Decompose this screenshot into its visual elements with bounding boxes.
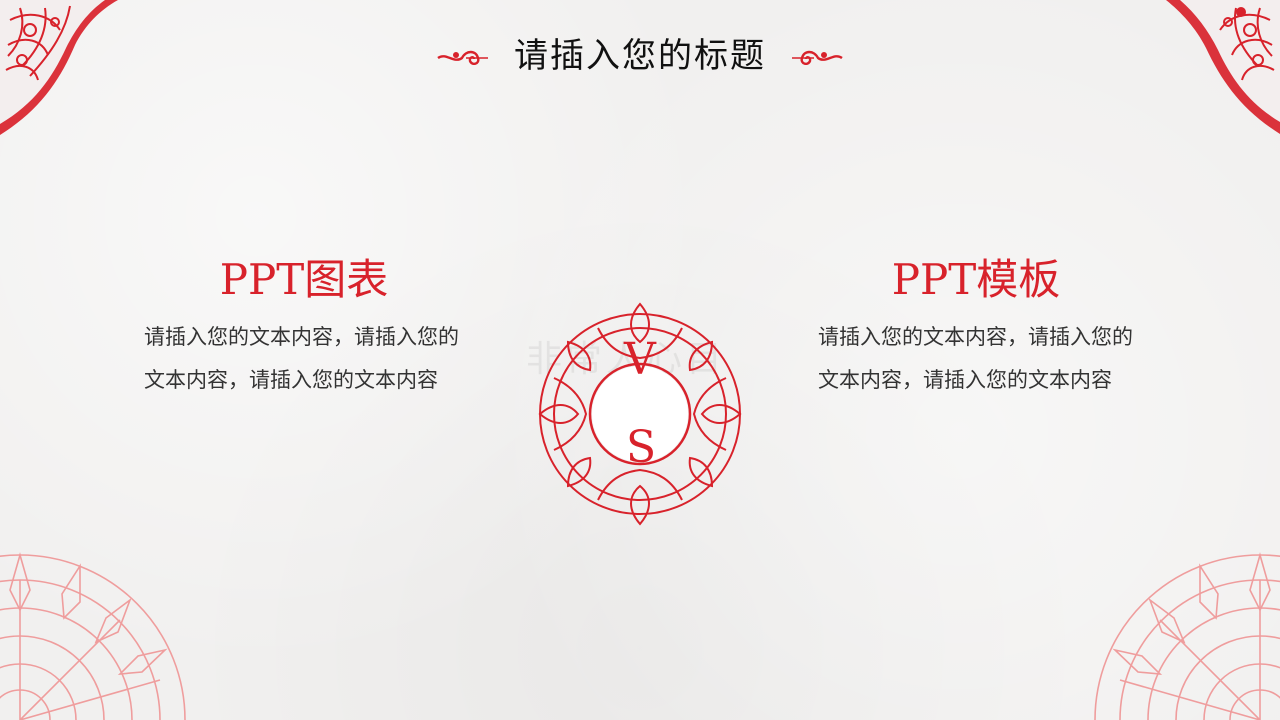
left-heading: PPT图表 (219, 255, 389, 304)
vs-letter-s: S (626, 422, 657, 473)
right-heading: PPT模板 (891, 255, 1061, 304)
mandala-ornament (538, 302, 742, 526)
left-body-text: 请插入您的文本内容，请插入您的文本内容，请插入您的文本内容 (144, 325, 459, 392)
title-block: 请插入您的标题 (436, 26, 844, 76)
cloud-scroll-ornament (792, 50, 843, 66)
paper-cut-corner-ornament (1166, 0, 1280, 134)
slide-title: 请插入您的标题 (514, 36, 766, 76)
right-body-text: 请插入您的文本内容，请插入您的文本内容，请插入您的文本内容 (818, 325, 1133, 392)
vs-medallion: V S (528, 298, 752, 526)
cloud-scroll-ornament (437, 50, 488, 66)
paper-cut-corner-ornament (0, 0, 118, 135)
vs-letter-v: V (624, 334, 656, 385)
mandala-ornament (1094, 552, 1280, 720)
mandala-ornament (0, 552, 186, 720)
